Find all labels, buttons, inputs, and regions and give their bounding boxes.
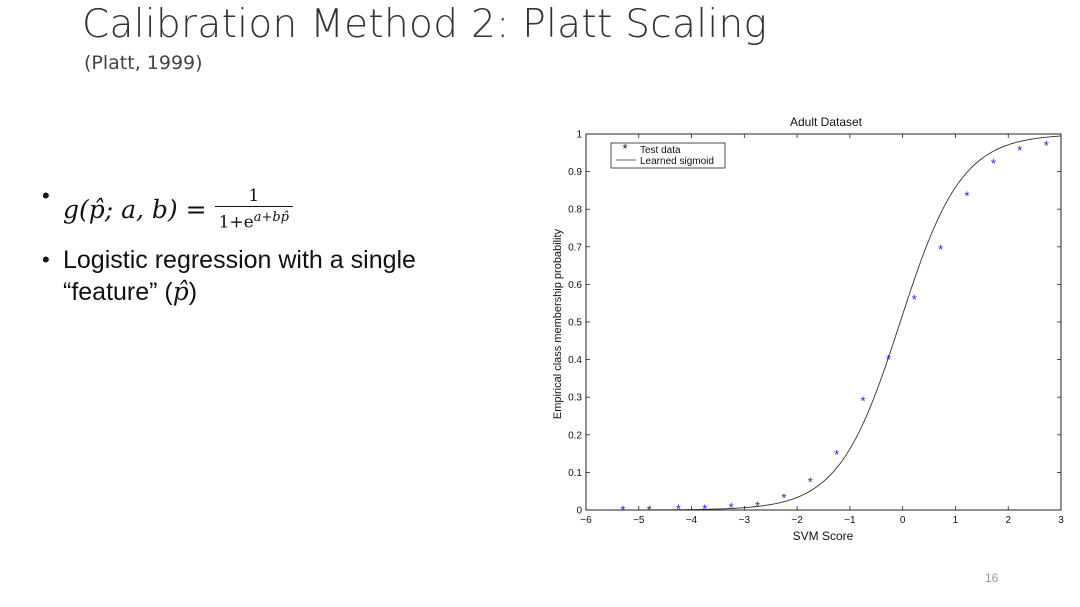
x-tick-label: −1 [844, 515, 856, 526]
y-tick-label: 0.9 [568, 167, 582, 178]
plot-area: * * * * * *********** * [586, 135, 1062, 518]
y-tick-label: 0.4 [568, 355, 582, 366]
bullet-list: • g(p̂; a, b) = 1 1+ea+bp̂ • Logistic re… [40, 180, 510, 308]
data-point: * [729, 500, 734, 515]
plot-frame [585, 133, 1062, 511]
x-tick-label: 1 [953, 515, 959, 526]
legend-box [610, 142, 726, 169]
chart-legend: * Test data Learned sigmoid [610, 141, 726, 169]
legend-marker-test-data: * [622, 141, 627, 156]
bullet-text-line1: Logistic regression with a single [63, 246, 416, 274]
x-axis-label: SVM Score [793, 529, 854, 543]
data-point: * [938, 242, 943, 257]
y-axis-ticks: 0 0.1 0.2 0.3 0.4 0.5 0.6 0.7 0.8 0.9 1 [568, 130, 1061, 517]
denominator-base: 1+e [218, 212, 254, 233]
data-point: * [991, 156, 996, 171]
data-point: * [834, 447, 839, 462]
x-tick-label: −2 [791, 515, 803, 526]
bullet-formula: • g(p̂; a, b) = 1 1+ea+bp̂ [40, 180, 510, 240]
y-tick-label: 0.7 [568, 242, 582, 253]
bullet-logistic-regression: • Logistic regression with a single “fea… [40, 244, 510, 308]
fraction-denominator: 1+ea+bp̂ [214, 206, 294, 234]
formula-lhs: g(p̂; a, b) = [63, 195, 207, 224]
sigmoid-formula: g(p̂; a, b) = 1 1+ea+bp̂ [63, 180, 510, 240]
y-tick-label: 0.8 [568, 205, 582, 216]
x-tick-label: −4 [686, 515, 698, 526]
x-axis-ticks: −6 −5 −4 −3 −2 −1 0 1 2 3 [580, 134, 1064, 526]
bullet-text-line2-suffix: ) [188, 278, 198, 306]
y-tick-label: 1 [576, 130, 582, 141]
x-tick-label: −3 [739, 515, 751, 526]
y-tick-label: 0.6 [568, 280, 582, 291]
x-tick-label: −5 [633, 515, 645, 526]
slide-subtitle: (Platt, 1999) [84, 52, 203, 74]
slide-title: Calibration Method 2: Platt Scaling [82, 2, 768, 47]
y-tick-label: 0 [576, 506, 582, 517]
bullet-text-var: p̂ [172, 277, 189, 306]
y-tick-label: 0.3 [568, 393, 582, 404]
x-tick-label: 2 [1005, 515, 1011, 526]
bullet-dot: • [42, 183, 50, 208]
data-point: * [1017, 143, 1022, 158]
data-point: * [886, 352, 891, 367]
data-point: * [755, 499, 760, 514]
data-point: * [676, 502, 681, 517]
data-point: * [861, 393, 866, 408]
bullet-dot: • [42, 247, 50, 272]
data-point: * [808, 474, 813, 489]
data-point: * [702, 502, 707, 517]
denominator-exponent: a+bp̂ [253, 210, 290, 226]
legend-label-test-data: Test data [640, 145, 681, 156]
data-point: * [965, 189, 970, 204]
x-tick-label: 3 [1058, 515, 1064, 526]
fraction-numerator: 1 [248, 186, 260, 207]
y-tick-label: 0.2 [568, 430, 582, 441]
data-point: * [1044, 138, 1049, 153]
data-point: * [781, 490, 786, 505]
legend-label-sigmoid: Learned sigmoid [640, 156, 714, 167]
y-tick-label: 0.1 [568, 468, 582, 479]
x-tick-label: −6 [580, 515, 592, 526]
bullet-text-line2-prefix: “feature” ( [63, 278, 173, 306]
calibration-chart: Adult Dataset * * * * * *********** * −6 −5 −4 −3… [552, 115, 1064, 543]
x-tick-label: 0 [900, 515, 906, 526]
data-point: * [912, 292, 917, 307]
y-axis-label: Empirical class membership probability [552, 228, 564, 419]
page-number: 16 [985, 571, 999, 585]
sigmoid-curve [586, 135, 1062, 511]
chart-title: Adult Dataset [790, 115, 863, 129]
y-tick-label: 0.5 [568, 318, 582, 329]
formula-fraction: 1 1+ea+bp̂ [214, 186, 294, 234]
